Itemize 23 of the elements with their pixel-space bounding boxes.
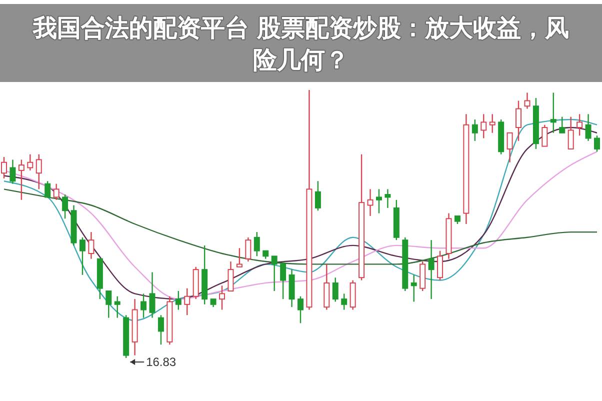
candlestick [88, 231, 94, 260]
candlestick [384, 188, 391, 209]
candlestick [324, 264, 330, 310]
chart-title: 我国合法的配资平台 股票配资炒股：放大收益，风险几何？ [32, 14, 570, 74]
candlestick [288, 268, 295, 308]
candlestick [166, 296, 173, 346]
annotation: 16.83 [146, 355, 176, 369]
candlestick [428, 239, 434, 300]
candlestick [27, 154, 34, 171]
candlestick [367, 188, 374, 217]
candlestick [132, 298, 138, 356]
candlestick [53, 183, 60, 200]
candlestick [463, 114, 470, 225]
candlestick [70, 204, 77, 246]
candlestick [149, 272, 156, 318]
candlestick [524, 92, 530, 110]
candlestick [350, 280, 356, 310]
candlestick [446, 212, 452, 260]
candlestick [10, 159, 16, 184]
candlestick [306, 89, 312, 310]
candlestick [550, 92, 556, 134]
candlestick [245, 236, 252, 262]
candlestick [585, 114, 592, 142]
